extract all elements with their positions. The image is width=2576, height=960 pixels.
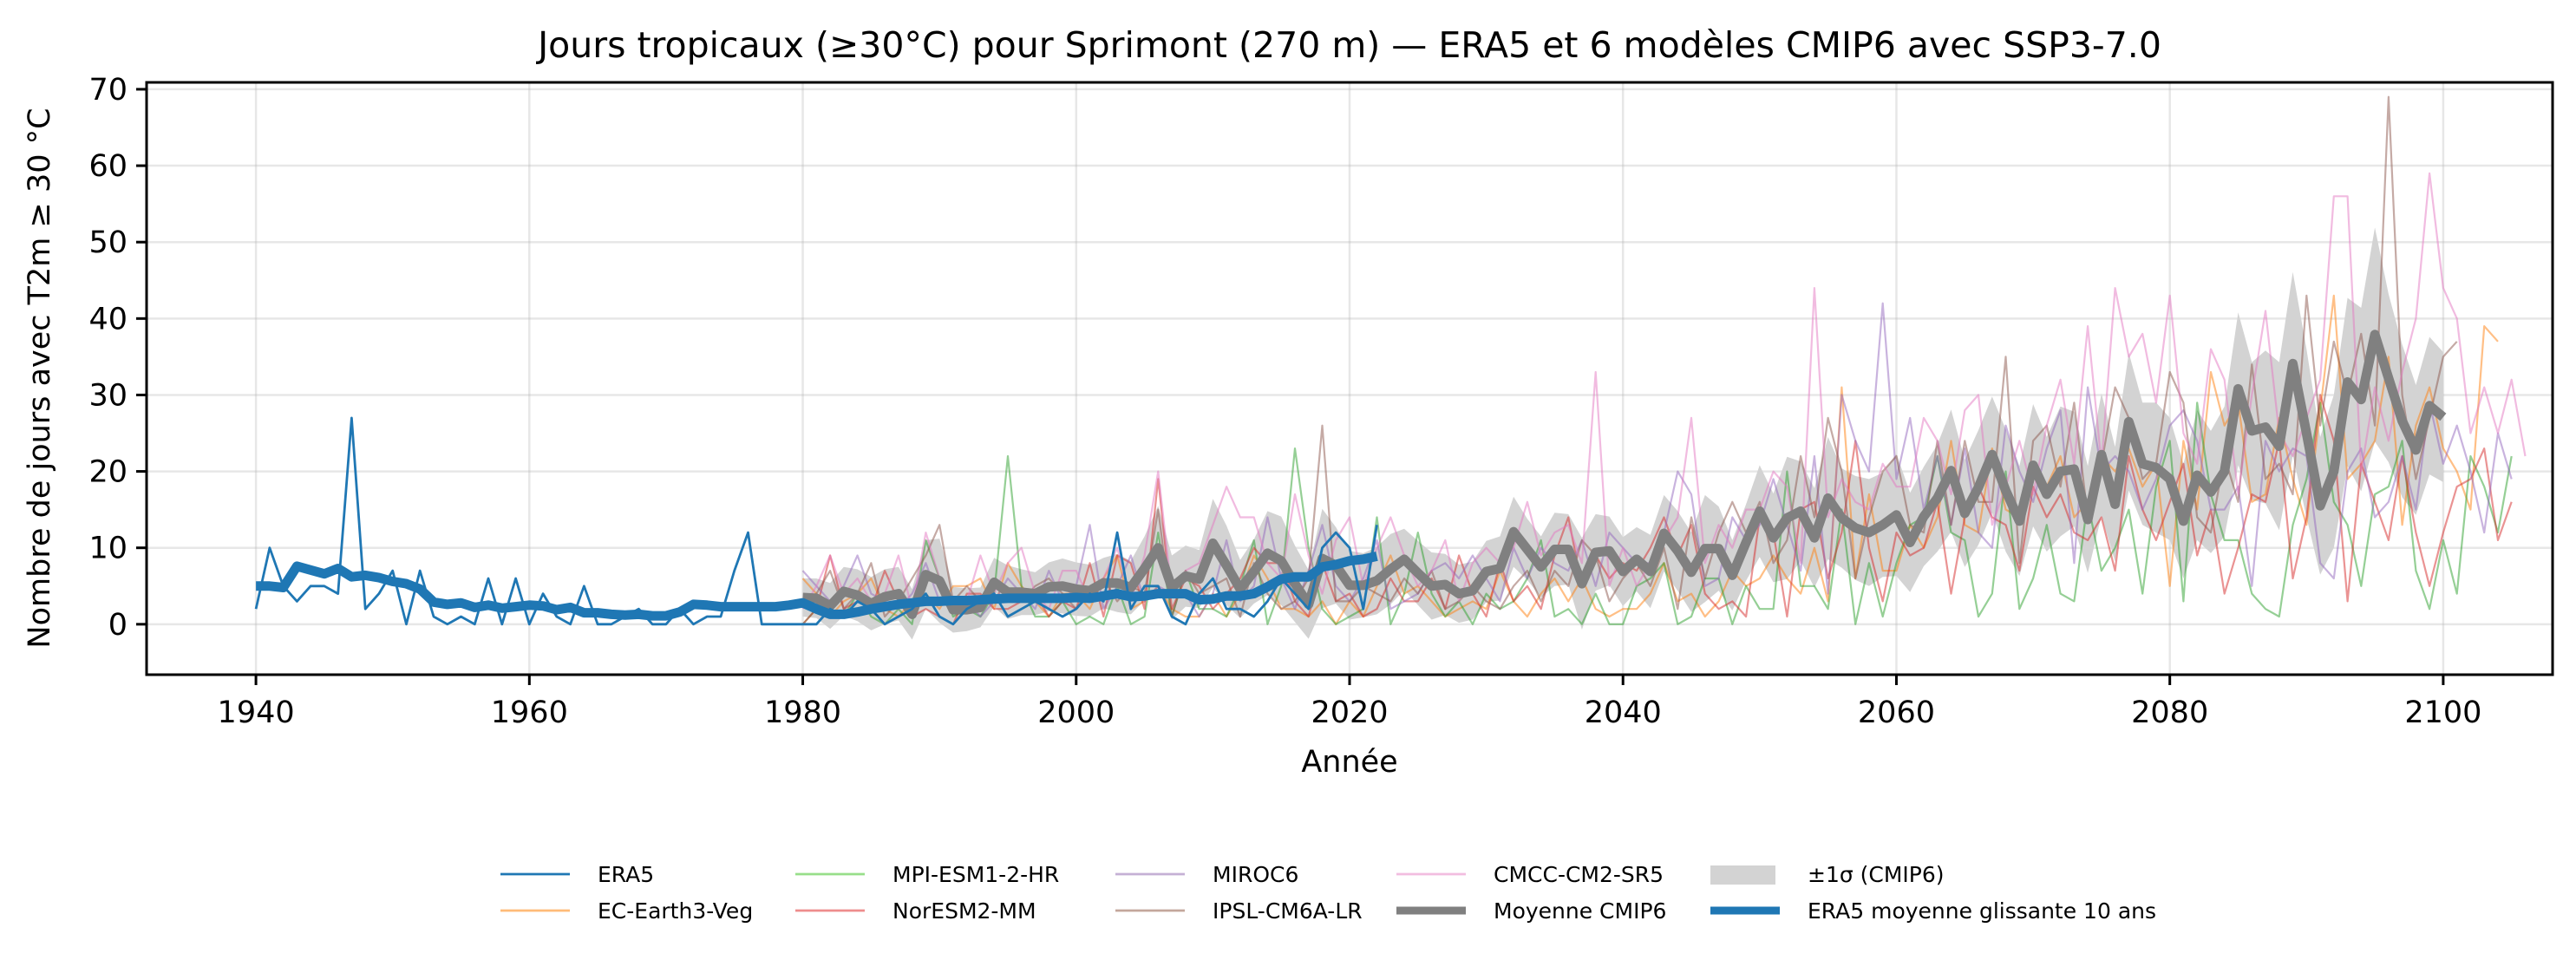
y-tick-label: 70 [88, 73, 127, 108]
x-tick-label: 1980 [764, 696, 841, 730]
legend-item: MPI-ESM1-2-HR [795, 862, 1059, 887]
y-axis-label: Nombre de jours avec T2m ≥ 30 °C [23, 108, 57, 648]
legend-label: EC-Earth3-Veg [598, 898, 753, 924]
y-axis-ticks: 0 10 20 30 40 50 60 70 [88, 73, 147, 643]
x-tick-label: 2000 [1037, 696, 1115, 730]
model-line-noresm2-mm [801, 394, 2513, 625]
y-tick-label: 10 [88, 532, 127, 566]
x-axis-label: Année [1301, 745, 1397, 780]
x-tick-label: 2100 [2404, 696, 2481, 730]
legend-swatch [1710, 865, 1775, 885]
legend-item: Moyenne CMIP6 [1396, 898, 1666, 924]
legend-label: ERA5 [598, 862, 654, 887]
x-tick-label: 2080 [2131, 696, 2208, 730]
legend-item: IPSL-CM6A-LR [1115, 898, 1363, 924]
legend-item: ±1σ (CMIP6) [1710, 862, 1945, 887]
model-line-ec-earth3-veg [801, 294, 2499, 625]
legend: ERA5 EC-Earth3-Veg MPI-ESM1-2-HR NorESM2-MM… [500, 862, 2156, 924]
y-tick-label: 20 [88, 455, 127, 490]
legend-label: ±1σ (CMIP6) [1808, 862, 1945, 887]
y-tick-label: 50 [88, 225, 127, 260]
sigma-band [802, 227, 2443, 640]
legend-item: MIROC6 [1115, 862, 1298, 887]
x-tick-label: 2040 [1585, 696, 1662, 730]
y-tick-label: 30 [88, 378, 127, 413]
y-tick-label: 60 [88, 149, 127, 184]
gridlines [147, 82, 2553, 675]
y-tick-label: 0 [108, 608, 127, 643]
chart-title: Jours tropicaux (≥30°C) pour Sprimont (2… [535, 24, 2161, 66]
legend-item: NorESM2-MM [795, 898, 1036, 924]
x-tick-label: 1960 [491, 696, 568, 730]
model-line-mpi-esm1-2-hr [801, 402, 2513, 625]
cmip6-mean-line [802, 330, 2447, 619]
legend-label: Moyenne CMIP6 [1494, 898, 1666, 924]
legend-label: NorESM2-MM [892, 898, 1036, 924]
x-tick-label: 1940 [218, 696, 295, 730]
legend-label: MPI-ESM1-2-HR [892, 862, 1059, 887]
x-tick-label: 2060 [1858, 696, 1935, 730]
y-tick-label: 40 [88, 302, 127, 336]
legend-label: CMCC-CM2-SR5 [1494, 862, 1664, 887]
legend-label: IPSL-CM6A-LR [1213, 898, 1363, 924]
legend-item: ERA5 moyenne glissante 10 ans [1710, 898, 2156, 924]
x-tick-label: 2020 [1311, 696, 1388, 730]
legend-item: EC-Earth3-Veg [500, 898, 753, 924]
plot-area [254, 95, 2527, 640]
legend-item: ERA5 [500, 862, 654, 887]
legend-label: MIROC6 [1213, 862, 1298, 887]
legend-item: CMCC-CM2-SR5 [1396, 862, 1664, 887]
x-axis-ticks: 1940 1960 1980 2000 2020 2040 2060 2080 2100 [218, 675, 2481, 730]
era5-moving-average-line [256, 552, 1378, 621]
era5-line [254, 416, 1378, 626]
legend-label: ERA5 moyenne glissante 10 ans [1808, 898, 2156, 924]
